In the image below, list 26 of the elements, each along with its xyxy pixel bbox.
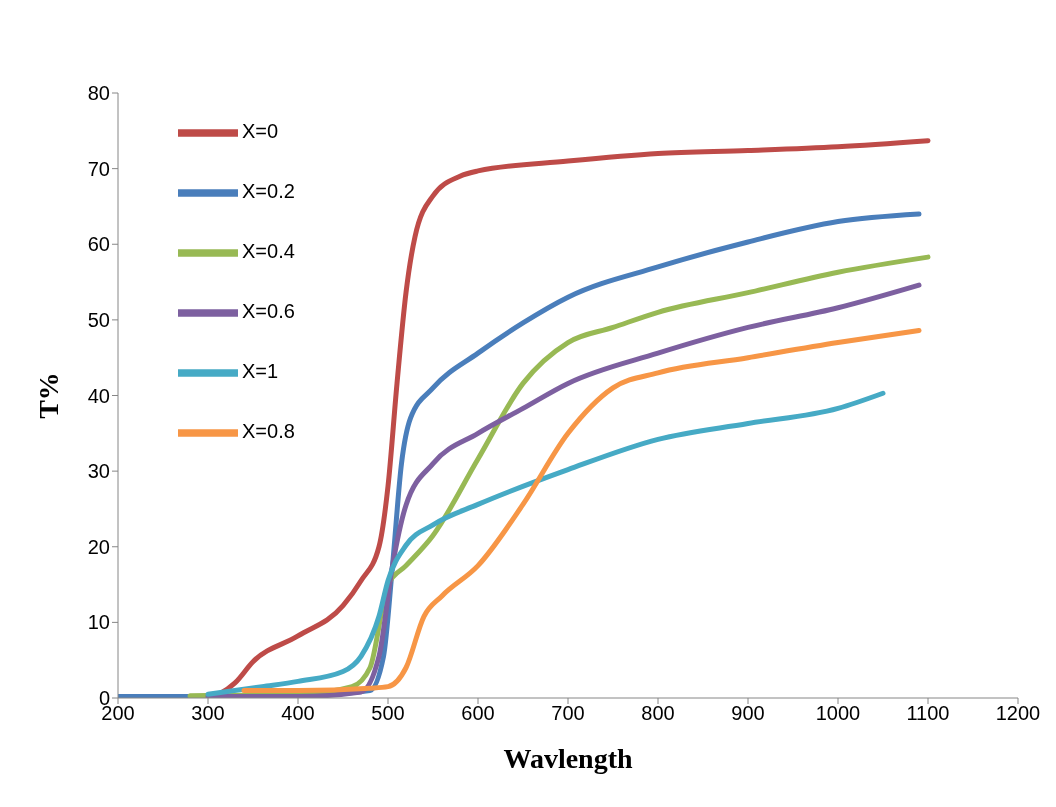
legend-label: X=1 [242,360,279,383]
x-tick-label: 1100 [906,702,950,725]
legend-label: X=0.4 [242,240,295,263]
x-tick-label: 600 [461,702,495,725]
y-tick-label: 20 [87,535,110,558]
x-tick-label: 1200 [995,702,1041,725]
x-tick-label: 800 [641,702,675,725]
x-tick-label: 300 [191,702,225,725]
legend-label: X=0.8 [242,420,295,443]
y-tick-label: 40 [87,384,110,407]
x-axis-title: Wavlength [503,743,633,774]
legend-label: X=0 [242,120,279,143]
x-tick-label: 1000 [815,702,861,725]
legend-label: X=0.6 [242,300,295,323]
legend-label: X=0.2 [242,180,295,203]
x-tick-label: 500 [371,702,405,725]
y-tick-label: 80 [87,82,110,105]
y-tick-label: 60 [87,233,110,256]
y-tick-label: 30 [87,460,110,483]
x-tick-label: 900 [731,702,765,725]
x-tick-label: 400 [281,702,315,725]
y-tick-label: 50 [87,308,110,331]
y-tick-label: 10 [87,611,110,634]
y-tick-label: 70 [87,157,110,180]
x-tick-label: 700 [551,702,585,725]
y-axis-title: T% [32,372,64,419]
